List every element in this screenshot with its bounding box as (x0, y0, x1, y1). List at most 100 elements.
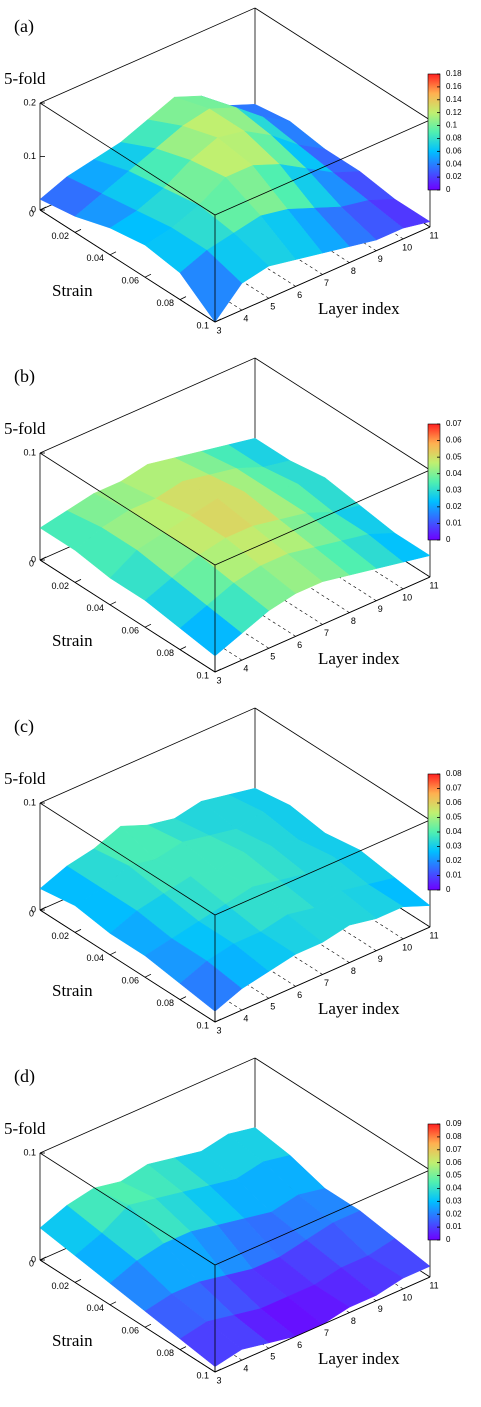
x-tick-label: 0.1 (196, 1020, 209, 1030)
x-tick-label: 0 (29, 208, 34, 218)
box-edge (214, 926, 431, 1023)
x-tick (39, 556, 47, 561)
z-tick-label: 0.2 (23, 97, 36, 107)
x-tick (74, 229, 82, 233)
x-tick-label: 0.04 (86, 953, 104, 963)
y-tick (305, 584, 350, 613)
box-edge (39, 7, 256, 104)
x-tick (109, 251, 117, 256)
panel: (a) 5-fold Strain Layer index 0 0.1 0.2 0 0.02 0.… (4, 7, 462, 335)
x-tick-label: 0.02 (51, 1281, 69, 1291)
box-edge (214, 1276, 431, 1373)
y-tick-label: 3 (216, 1375, 221, 1385)
x-tick (109, 601, 117, 606)
x-tick (39, 1256, 47, 1261)
box-edge (39, 559, 216, 673)
colorbar-tick-label: 0.07 (446, 784, 462, 793)
x-tick (179, 996, 187, 1000)
colorbar-tick-label: 0.14 (446, 95, 462, 104)
y-tick-label: 11 (429, 230, 438, 240)
z-tick-label: 0 (31, 904, 36, 914)
y-tick-label: 8 (351, 1316, 356, 1326)
z-tick-label: 0.1 (23, 1147, 36, 1157)
y-tick-label: 7 (324, 278, 329, 288)
y-tick-label: 8 (351, 966, 356, 976)
colorbar (427, 73, 441, 191)
x-tick (74, 579, 82, 583)
x-tick (144, 1323, 152, 1328)
colorbar-tick-label: 0.06 (446, 436, 462, 445)
y-tick-label: 5 (270, 652, 275, 662)
y-tick-label: 11 (429, 1280, 438, 1290)
box-edge (39, 1057, 256, 1154)
box-edge (214, 819, 431, 916)
x-tick-label: 0.06 (121, 1326, 139, 1336)
z-tick-label: 0.1 (23, 797, 36, 807)
panel-title: (b) (14, 366, 35, 387)
x-tick (179, 646, 187, 650)
x-tick (179, 1346, 187, 1350)
colorbar-tick-label: 0.04 (446, 469, 462, 478)
y-tick-label: 9 (378, 254, 383, 264)
x-tick-label: 0.06 (121, 626, 139, 636)
x-axis-label: Strain (52, 281, 93, 300)
box-edge (254, 707, 431, 821)
colorbar-tick-label: 0.02 (446, 502, 462, 511)
colorbar (427, 423, 441, 541)
colorbar-tick-label: 0.04 (446, 827, 462, 836)
colorbar-tick-label: 0.12 (446, 108, 462, 117)
box-edge (39, 802, 216, 916)
z-tick-label: 0.1 (23, 447, 36, 457)
y-tick-label: 9 (378, 1304, 383, 1314)
y-tick-label: 7 (324, 628, 329, 638)
colorbar-tick-label: 0.03 (446, 1196, 462, 1205)
surface-cell (179, 1321, 243, 1367)
surface-cell (179, 605, 243, 657)
box-edge (39, 452, 216, 566)
x-tick-label: 0.02 (51, 931, 69, 941)
z-tick-label: 0 (31, 1254, 36, 1264)
y-tick-label: 3 (216, 325, 221, 335)
box-edge (214, 576, 431, 673)
y-tick-label: 4 (243, 1014, 248, 1024)
x-tick-label: 0.04 (86, 1303, 104, 1313)
x-tick (39, 906, 47, 911)
y-tick-label: 4 (243, 664, 248, 674)
x-tick-label: 0.04 (86, 253, 104, 263)
y-tick-label: 8 (351, 266, 356, 276)
colorbar-tick-label: 0.06 (446, 798, 462, 807)
x-tick-label: 0.1 (196, 1370, 209, 1380)
y-tick-label: 4 (243, 314, 248, 324)
x-tick (179, 296, 187, 300)
surface-cell (179, 960, 243, 1012)
box-edge (39, 1152, 216, 1266)
surface-cell (179, 249, 243, 323)
y-tick-label: 6 (297, 1340, 302, 1350)
x-tick (39, 206, 47, 211)
colorbar-tick-label: 0.01 (446, 1222, 462, 1231)
x-tick (144, 623, 152, 628)
panel: (b) 5-fold Strain Layer index 0 0.1 0 0.02 0.04 0… (4, 357, 462, 685)
y-tick (278, 596, 323, 625)
y-tick-label: 11 (429, 580, 438, 590)
x-tick (144, 273, 152, 278)
x-tick-label: 0.08 (156, 998, 174, 1008)
y-tick-label: 8 (351, 616, 356, 626)
z-axis-label: 5-fold (4, 1119, 46, 1138)
colorbar-tick-label: 0.16 (446, 82, 462, 91)
x-axis-label: Strain (52, 1331, 93, 1350)
y-tick-label: 10 (402, 592, 412, 602)
box-edge (214, 119, 431, 216)
colorbar-tick-label: 0.08 (446, 134, 462, 143)
colorbar-tick-label: 0.02 (446, 172, 462, 181)
colorbar-tick-label: 0 (446, 535, 451, 544)
y-tick-label: 5 (270, 1002, 275, 1012)
box-edge (254, 1057, 431, 1171)
x-tick-label: 0 (29, 908, 34, 918)
colorbar-tick-label: 0.18 (446, 69, 462, 78)
colorbar-tick-label: 0.04 (446, 159, 462, 168)
y-tick-label: 3 (216, 1025, 221, 1035)
x-tick-label: 0.1 (196, 320, 209, 330)
colorbar-tick-label: 0.09 (446, 1119, 462, 1128)
x-tick-label: 0.02 (51, 581, 69, 591)
